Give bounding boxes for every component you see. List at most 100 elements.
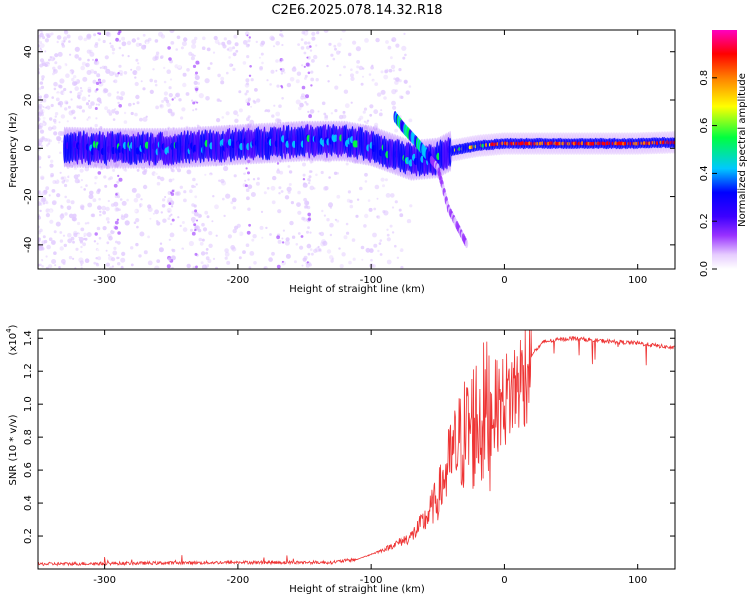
noise-speck [46,244,51,250]
noise-speck [307,178,311,182]
noise-speck [408,33,412,37]
noise-speck [74,258,79,263]
noise-speck [98,79,101,83]
noise-speck [38,230,41,235]
noise-speck [186,169,192,175]
noise-speck [93,33,97,37]
noise-speck [369,113,373,117]
noise-speck [228,124,231,127]
noise-speck [320,91,323,94]
noise-speck [154,172,159,176]
noise-speck [190,56,195,61]
noise-speck [39,63,43,68]
noise-speck [171,111,176,116]
noise-speck [224,256,228,260]
snr-x-label: Height of straight line (km) [289,584,425,595]
noise-speck [364,172,368,177]
noise-speck [169,30,175,34]
noise-speck [392,105,397,110]
noise-speck [311,252,314,256]
noise-speck [296,71,302,76]
noise-speck [38,87,42,91]
noise-speck [270,185,276,191]
noise-speck [94,42,99,46]
noise-speck [139,203,143,207]
noise-speck [346,231,350,235]
noise-speck [332,57,336,61]
noise-speck [191,203,195,207]
noise-speck [117,129,122,133]
noise-speck [347,190,351,194]
noise-speck [77,233,81,237]
noise-speck [118,104,122,108]
noise-speck [54,61,58,65]
noise-speck [378,112,383,117]
noise-speck [361,47,367,53]
noise-speck [150,48,153,51]
noise-speck [399,248,404,253]
noise-speck [42,235,46,239]
noise-speck [149,217,152,220]
noise-speck [68,246,74,251]
noise-speck [177,216,180,219]
noise-speck [352,257,356,261]
noise-speck [53,251,57,255]
noise-speck [289,77,295,82]
noise-speck [310,77,315,82]
noise-speck [207,66,211,70]
noise-speck [76,94,81,99]
noise-speck [226,40,232,45]
noise-speck [43,95,47,99]
noise-speck [206,215,210,219]
noise-speck [339,112,343,116]
noise-speck [305,102,309,106]
noise-speck [89,190,94,196]
noise-speck [362,110,366,114]
noise-speck [188,240,194,247]
noise-speck [63,179,66,182]
noise-speck [343,65,346,69]
noise-speck [117,195,121,199]
noise-speck [398,79,402,83]
noise-speck [89,69,95,74]
noise-speck [82,76,88,82]
noise-speck [247,97,251,101]
noise-speck [51,249,55,252]
noise-speck [192,266,196,269]
noise-speck [185,92,190,96]
noise-speck [326,64,329,68]
noise-speck [45,208,50,213]
noise-speck [72,247,76,251]
noise-speck [48,156,50,159]
noise-speck [329,255,334,260]
noise-speck [47,142,51,145]
noise-speck [120,214,124,217]
noise-speck [308,114,312,119]
noise-speck [307,181,311,185]
noise-speck [391,89,397,95]
ridge-core [144,141,149,149]
noise-speck [212,51,216,54]
noise-speck [70,200,75,205]
noise-speck [302,162,306,167]
noise-speck [150,193,154,197]
noise-speck [43,41,47,45]
noise-speck [205,248,209,251]
noise-speck [379,239,383,242]
noise-speck [231,197,237,203]
noise-speck [318,248,322,252]
noise-speck [139,117,143,122]
noise-speck [65,101,69,105]
noise-speck [200,113,204,117]
noise-speck [277,209,282,214]
noise-speck [271,114,275,118]
noise-speck [89,222,92,225]
noise-speck [310,158,314,161]
noise-speck [225,193,231,199]
noise-speck [121,61,126,66]
noise-speck [112,71,116,75]
noise-speck [405,90,410,95]
noise-speck [64,212,68,216]
ridge-core [558,141,562,146]
